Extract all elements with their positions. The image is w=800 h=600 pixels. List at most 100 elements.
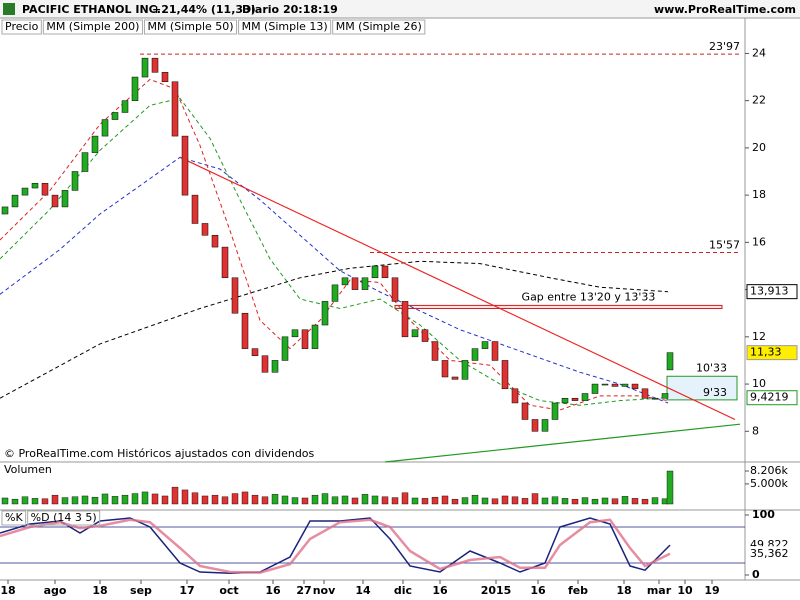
candle-body [11, 194, 19, 208]
value-box-label: 13,913 [750, 285, 789, 298]
candle-body [611, 383, 619, 387]
volume-bar [41, 498, 49, 505]
volume-bar [411, 497, 419, 505]
y-tick-label: 5.000k [750, 477, 788, 490]
legend-entry: MM (Simple 13) [242, 20, 328, 33]
volume-bar [201, 495, 209, 505]
oscillator-line [0, 517, 671, 574]
candle-body [461, 360, 469, 380]
volume-bar [141, 491, 149, 505]
volume-bar [131, 493, 139, 505]
stock-title: PACIFIC ETHANOL INC. [22, 3, 161, 16]
x-tick-label: feb [568, 584, 588, 597]
oscillator-line [0, 518, 671, 574]
y-tick-label: 22 [752, 94, 766, 107]
candle-body [161, 72, 169, 83]
candle-body [381, 265, 389, 279]
volume-bar [521, 498, 529, 505]
candle-body [391, 277, 399, 302]
resistance-label: 23'97 [709, 40, 740, 53]
candle-body [581, 393, 589, 401]
volume-bar [221, 496, 229, 505]
x-tick-label: 14 [355, 584, 371, 597]
candle-body [501, 360, 509, 390]
x-tick-label: 18 [616, 584, 631, 597]
volume-bar [441, 495, 449, 505]
candle-body [71, 171, 79, 191]
y-tick-label: 12 [752, 330, 766, 343]
candle-body [271, 360, 279, 373]
volume-bar [641, 498, 649, 505]
candle-body [101, 119, 109, 137]
candle-body [61, 190, 69, 208]
logo-icon [3, 3, 15, 15]
volume-bar [601, 497, 609, 505]
volume-bar [181, 489, 189, 505]
volume-bar [31, 498, 39, 505]
y-tick-label: 10 [752, 377, 766, 390]
candle-body [51, 194, 59, 208]
candle-body [141, 57, 149, 78]
volume-bar [401, 492, 409, 505]
candle-body [351, 277, 359, 290]
value-box [746, 284, 798, 300]
gap-label: Gap entre 13'20 y 13'33 [522, 290, 656, 303]
volume-bar [381, 496, 389, 505]
candle-body [411, 329, 419, 338]
resistance-label: 15'57 [709, 239, 740, 252]
period: Diario [242, 3, 280, 16]
volume-bar [81, 495, 89, 505]
legend-entry: Precio [5, 20, 39, 33]
candle-body [301, 329, 309, 349]
candle-body [121, 100, 129, 113]
candle-body [81, 152, 89, 172]
y-tick-label: 24 [752, 46, 766, 59]
candle-body [361, 277, 369, 290]
volume-bar [541, 497, 549, 505]
x-tick-label: 16 [432, 584, 448, 597]
volume-bar [491, 498, 499, 505]
candle-body [111, 112, 119, 120]
volume-bar [71, 496, 79, 505]
candle-body [171, 81, 179, 137]
header-bar [0, 0, 800, 18]
volume-bar [581, 497, 589, 505]
volume-bar [191, 492, 199, 505]
candle-body [191, 194, 199, 224]
legend-box [1, 19, 42, 35]
volume-bar [211, 494, 219, 505]
value-box-label: 9,4219 [750, 391, 789, 404]
volume-bar [351, 497, 359, 505]
volume-bar [171, 486, 179, 505]
y-tick-label: 100 [752, 508, 775, 521]
moving-average [0, 156, 669, 404]
legend-entry: MM (Simple 50) [147, 20, 233, 33]
x-tick-label: 16 [265, 584, 281, 597]
volume-bar [481, 497, 489, 505]
volume-bar [361, 494, 369, 505]
panel-title: Volumen [4, 463, 52, 476]
legend-box [1, 510, 27, 526]
volume-bar [651, 497, 659, 505]
candle-body [511, 388, 519, 404]
volume-bar [421, 498, 429, 505]
trendline [384, 423, 741, 463]
value-box [746, 345, 798, 361]
volume-bar [11, 498, 19, 505]
x-tick-label: 17 [179, 584, 194, 597]
volume-bar [591, 498, 599, 505]
target-box [666, 375, 738, 401]
legend-box [332, 19, 426, 35]
volume-bar [21, 496, 29, 505]
volume-bar [631, 498, 639, 505]
candle-body [631, 383, 639, 390]
copyright-note: © ProRealTime.com Históricos ajustados c… [4, 447, 315, 460]
volume-bar [251, 494, 259, 505]
volume-bar [61, 497, 69, 505]
x-tick-label: 19 [704, 584, 719, 597]
candle-body [491, 341, 499, 361]
volume-bar [511, 496, 519, 505]
legend-box [238, 19, 332, 35]
candle-body [531, 419, 539, 432]
candle-body [541, 419, 549, 432]
